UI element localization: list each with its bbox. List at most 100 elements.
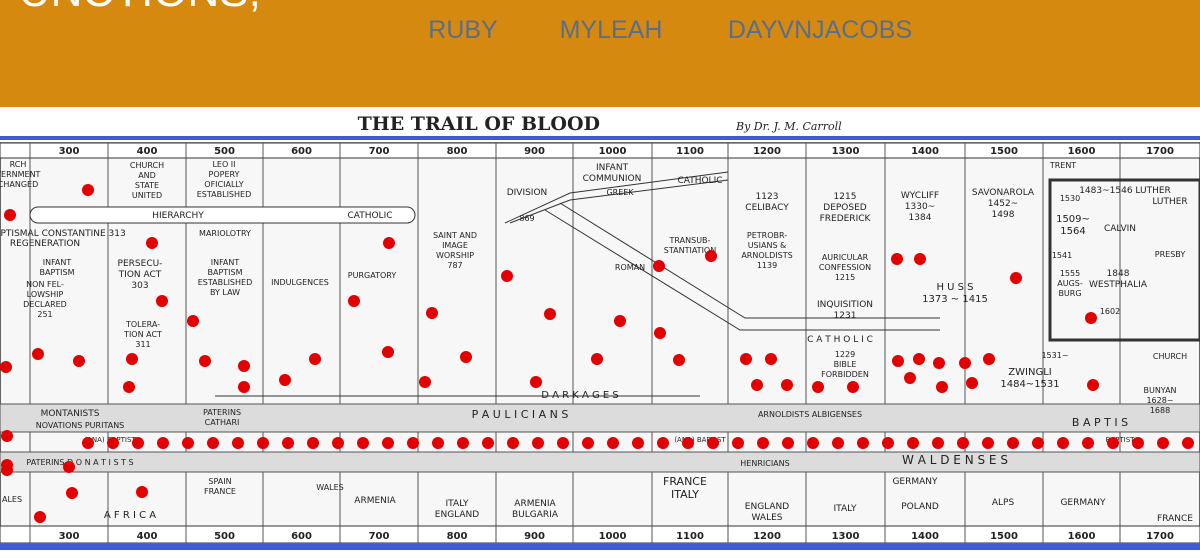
- red-dot: [132, 437, 144, 449]
- chart-note: LEO II: [212, 160, 235, 169]
- chart-note: TRANSUB-: [669, 236, 711, 245]
- chart-note: WALES: [752, 513, 783, 523]
- chart-note: INQUISITION: [817, 300, 873, 310]
- red-dot: [933, 357, 945, 369]
- chart-note: TOLERA-: [125, 320, 160, 329]
- red-dot: [966, 377, 978, 389]
- year-label: 1000: [599, 146, 627, 157]
- nav-link[interactable]: RUBY: [428, 16, 498, 44]
- year-label: 900: [524, 146, 545, 157]
- chart-note: CATHOLIC: [347, 211, 392, 221]
- chart-note: ARNOLDISTS: [741, 251, 792, 260]
- chart-note: USIANS &: [748, 241, 787, 250]
- red-dot: [382, 346, 394, 358]
- chart-note: ITALY: [446, 499, 469, 509]
- chart-note: STATE: [135, 181, 159, 190]
- red-dot: [282, 437, 294, 449]
- chart-note: ESTABLISHED: [198, 278, 252, 287]
- chart-note: ITALY: [671, 488, 699, 501]
- image-border: [0, 136, 1200, 140]
- chart-note: BY LAW: [210, 288, 240, 297]
- red-dot: [907, 437, 919, 449]
- nav-link[interactable]: DAYVNJACOBS: [728, 16, 912, 44]
- red-dot: [657, 437, 669, 449]
- chart-note: DECLARED: [23, 300, 67, 309]
- chart-note: DIVISION: [507, 188, 548, 198]
- chart-note: INFANT: [43, 258, 72, 267]
- red-dot: [238, 381, 250, 393]
- red-dot: [983, 353, 995, 365]
- chart-note: 1384: [909, 213, 932, 223]
- chart-note: UNITED: [132, 191, 162, 200]
- year-label: 400: [137, 531, 158, 542]
- chart-note: CONFESSION: [819, 263, 871, 272]
- chart-note: H U S S: [936, 282, 973, 293]
- red-dot: [238, 360, 250, 372]
- red-dot: [532, 437, 544, 449]
- chart-note: 1373 ~ 1415: [922, 294, 988, 305]
- chart-note: POPERY: [209, 170, 240, 179]
- chart-note: CHANGED: [0, 180, 38, 189]
- year-label: 700: [369, 531, 390, 542]
- red-dot: [757, 437, 769, 449]
- red-dot: [740, 353, 752, 365]
- chart-note: ENGLAND: [435, 510, 480, 520]
- nav-link[interactable]: MYLEAH: [560, 16, 663, 44]
- red-dot: [936, 381, 948, 393]
- year-label: 800: [447, 531, 468, 542]
- image-title: THE TRAIL OF BLOOD: [358, 113, 600, 135]
- band: [544, 202, 940, 331]
- chart-note: PATERINS D O N A T I S T S: [26, 458, 133, 467]
- year-label: 1000: [599, 531, 627, 542]
- chart-note: 1602: [1100, 307, 1120, 316]
- chart-note: WESTPHALIA: [1089, 280, 1148, 290]
- red-dot: [66, 487, 78, 499]
- chart-note: GREEK: [606, 188, 634, 197]
- chart-note: 1509~: [1056, 214, 1090, 225]
- year-label: 1700: [1146, 531, 1174, 542]
- chart-note: REGENERATION: [10, 239, 80, 249]
- chart-note: LUTHER: [1152, 197, 1187, 207]
- chart-note: 869: [519, 214, 534, 223]
- red-dot: [146, 237, 158, 249]
- image-border: [0, 544, 1200, 550]
- red-dot: [232, 437, 244, 449]
- red-dot: [673, 354, 685, 366]
- red-dot: [914, 253, 926, 265]
- chart-note: TION ACT: [123, 330, 162, 339]
- chart-note: W A L D E N S E S: [902, 453, 1008, 467]
- year-label: 500: [214, 531, 235, 542]
- chart-note: 1483~1546 LUTHER: [1079, 186, 1171, 196]
- year-label: 1700: [1146, 146, 1174, 157]
- image-byline: By Dr. J. M. Carroll: [735, 120, 842, 133]
- red-dot: [4, 209, 16, 221]
- red-dot: [1157, 437, 1169, 449]
- red-dot: [591, 353, 603, 365]
- chart-note: 1848: [1107, 269, 1130, 279]
- red-dot: [892, 355, 904, 367]
- chart-note: 1541: [1052, 251, 1072, 260]
- red-dot: [832, 437, 844, 449]
- red-dot: [707, 437, 719, 449]
- chart-note: AND: [138, 171, 156, 180]
- red-dot: [123, 381, 135, 393]
- red-dot: [913, 353, 925, 365]
- chart-note: D A R K A G E S: [541, 390, 619, 401]
- red-dot: [904, 372, 916, 384]
- red-dot: [607, 437, 619, 449]
- red-dot: [1007, 437, 1019, 449]
- red-dot: [182, 437, 194, 449]
- red-dot: [1, 430, 13, 442]
- chart-note: 1530: [1060, 194, 1080, 203]
- year-label: 300: [59, 531, 80, 542]
- chart-note: TRENT: [1049, 161, 1076, 170]
- chart-note: RCH: [10, 160, 27, 169]
- red-dot: [857, 437, 869, 449]
- red-dot: [653, 260, 665, 272]
- red-dot: [1132, 437, 1144, 449]
- chart-note: P A U L I C I A N S: [472, 408, 569, 421]
- red-dot: [1182, 437, 1194, 449]
- chart-note: (ANA) BAPTIST: [674, 436, 726, 444]
- chart-note: ESTABLISHED: [197, 190, 251, 199]
- red-dot: [544, 308, 556, 320]
